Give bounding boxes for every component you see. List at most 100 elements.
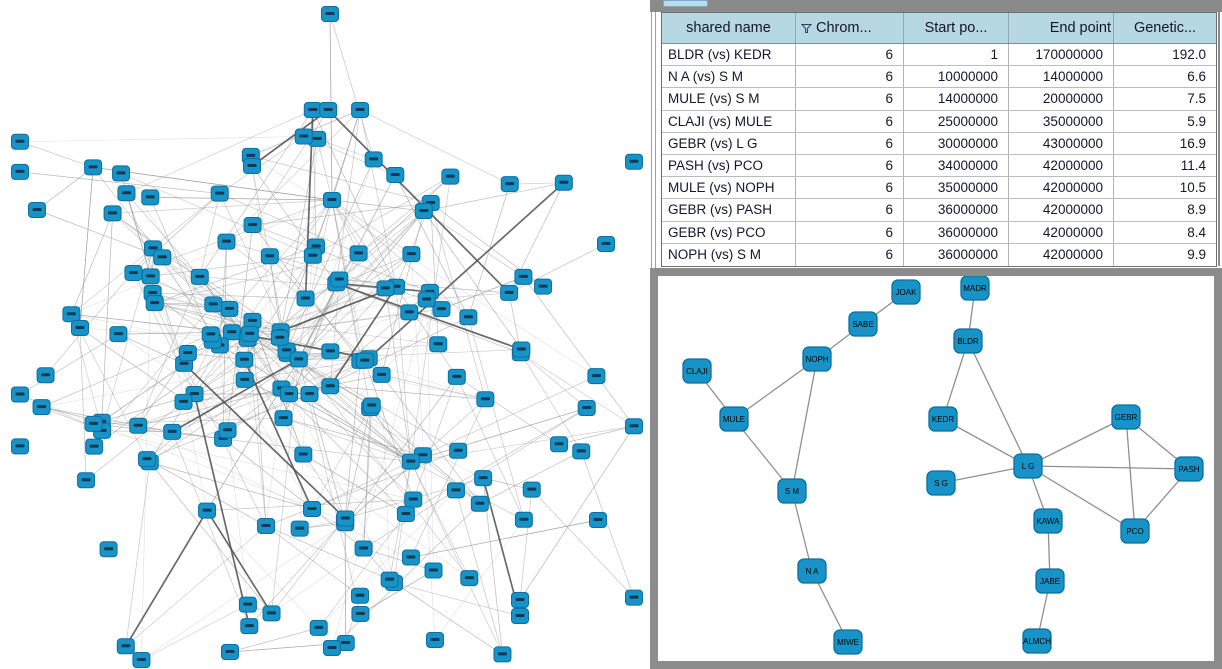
graph-node-label: [275, 335, 285, 339]
graph-edge: [520, 352, 635, 427]
graph-edge: [336, 176, 451, 284]
graph-node-label: [307, 506, 317, 510]
graph-node[interactable]: [1013, 453, 1043, 479]
column-header[interactable]: Chrom...: [796, 13, 904, 43]
table-cell: 6: [796, 154, 904, 177]
graph-edge: [265, 525, 361, 597]
graph-node-label: [463, 315, 473, 319]
table-cell: 8.4: [1187, 224, 1206, 240]
graph-node-label: [215, 191, 225, 195]
graph-node-label: [75, 326, 85, 329]
graph-edge: [199, 193, 221, 277]
graph-node-label: [601, 242, 611, 245]
graph-node-label: [150, 301, 160, 305]
graph-edge: [410, 519, 599, 558]
table-cell: 6: [796, 132, 904, 154]
column-header[interactable]: End point: [1009, 13, 1114, 43]
graph-edge: [303, 308, 442, 455]
graph-edge: [118, 333, 185, 365]
filter-icon[interactable]: [801, 23, 812, 34]
graph-node-label: [582, 406, 592, 410]
graph-node[interactable]: [1120, 518, 1150, 544]
graph-node-label: [451, 488, 461, 492]
graph-edge: [271, 518, 346, 614]
table-panel-tab[interactable]: [663, 0, 708, 7]
column-header[interactable]: Start po...: [904, 13, 1009, 43]
selection-network-svg[interactable]: JOAK MADR SABE BLDR NOPH CLAJI MULE KEDR GEBR L G…: [658, 276, 1214, 661]
graph-edge: [19, 141, 94, 168]
graph-node[interactable]: [891, 279, 921, 305]
table-row[interactable]: CLAJI (vs) MULE 6 25000000 35000000 5.9: [662, 110, 1216, 133]
graph-node-label: [515, 598, 525, 601]
graph-edge: [172, 357, 369, 433]
table-row[interactable]: BLDR (vs) KEDR 6 1 170000000 192.0: [662, 44, 1216, 67]
graph-edge: [309, 393, 414, 500]
table-row[interactable]: GEBR (vs) PCO 6 36000000 42000000 8.4: [662, 221, 1216, 244]
graph-edge: [316, 138, 333, 201]
graph-node[interactable]: [719, 406, 749, 432]
panel-divider: [655, 0, 656, 268]
graph-node-label: [167, 429, 177, 433]
graph-node-label: [248, 318, 258, 322]
graph-node-label: [480, 397, 490, 401]
graph-node[interactable]: [1174, 456, 1204, 482]
attribute-table: shared name Chrom... Start po... End point G…: [661, 12, 1217, 267]
graph-edge: [509, 182, 564, 185]
graph-node-label: [267, 611, 277, 615]
graph-edge: [126, 193, 152, 277]
graph-node[interactable]: [777, 478, 807, 504]
overview-network-svg[interactable]: [0, 0, 650, 669]
table-scrollbar-edge[interactable]: [1218, 12, 1220, 266]
graph-node[interactable]: [1022, 628, 1052, 654]
graph-node[interactable]: [848, 311, 878, 337]
graph-edge: [331, 199, 469, 318]
graph-node[interactable]: [960, 276, 990, 301]
table-row[interactable]: MULE (vs) S M 6 14000000 20000000 7.5: [662, 88, 1216, 111]
table-row[interactable]: MULE (vs) NOPH 6 35000000 42000000 10.5: [662, 177, 1216, 200]
graph-node[interactable]: [802, 346, 832, 372]
graph-edge: [71, 314, 148, 460]
table-row[interactable]: NOPH (vs) S M 6 36000000 42000000 9.9: [662, 243, 1216, 266]
graph-node[interactable]: [1033, 508, 1063, 534]
graph-edge: [154, 302, 214, 305]
graph-node-label: [418, 453, 428, 457]
selection-network-panel[interactable]: JOAK MADR SABE BLDR NOPH CLAJI MULE KEDR GEBR L G…: [650, 268, 1222, 669]
graph-node[interactable]: [953, 328, 983, 354]
graph-node[interactable]: [797, 558, 827, 584]
column-header-label: Genetic...: [1133, 20, 1197, 36]
graph-edge: [206, 510, 273, 614]
graph-edge: [331, 199, 424, 212]
graph-node[interactable]: [928, 406, 958, 432]
graph-edge: [252, 320, 267, 526]
graph-node-label: L G: [1022, 462, 1035, 471]
graph-node-label: [157, 255, 167, 259]
graph-edge: [152, 292, 306, 299]
graph-node[interactable]: [1035, 568, 1065, 594]
table-row[interactable]: PASH (vs) PCO 6 34000000 42000000 11.4: [662, 154, 1216, 178]
graph-node[interactable]: [833, 629, 863, 655]
graph-edge: [183, 363, 346, 520]
graph-edge: [336, 282, 522, 351]
column-header[interactable]: shared name: [662, 13, 796, 43]
panel-divider[interactable]: [651, 0, 652, 268]
table-row[interactable]: N A (vs) S M 6 10000000 14000000 6.6: [662, 66, 1216, 89]
graph-edge: [146, 350, 287, 460]
column-header[interactable]: Genetic...: [1114, 13, 1216, 43]
table-row[interactable]: GEBR (vs) L G 6 30000000 43000000 16.9: [662, 132, 1216, 155]
graph-node-label: [15, 392, 25, 396]
graph-edge: [733, 358, 818, 420]
graph-edge: [298, 359, 470, 579]
graph-edge: [118, 333, 470, 579]
graph-node[interactable]: [682, 358, 712, 384]
graph-node-label: [359, 546, 369, 550]
graph-node[interactable]: [926, 470, 956, 496]
table-cell: 36000000: [904, 243, 1009, 266]
graph-node[interactable]: [1111, 404, 1141, 430]
graph-edge: [441, 276, 524, 310]
main-network-view[interactable]: [0, 0, 650, 669]
graph-node-label: [464, 576, 474, 580]
graph-edge: [791, 358, 818, 492]
graph-edge: [309, 393, 346, 524]
table-row[interactable]: GEBR (vs) PASH 6 36000000 42000000 8.9: [662, 199, 1216, 222]
graph-edge: [344, 376, 458, 524]
